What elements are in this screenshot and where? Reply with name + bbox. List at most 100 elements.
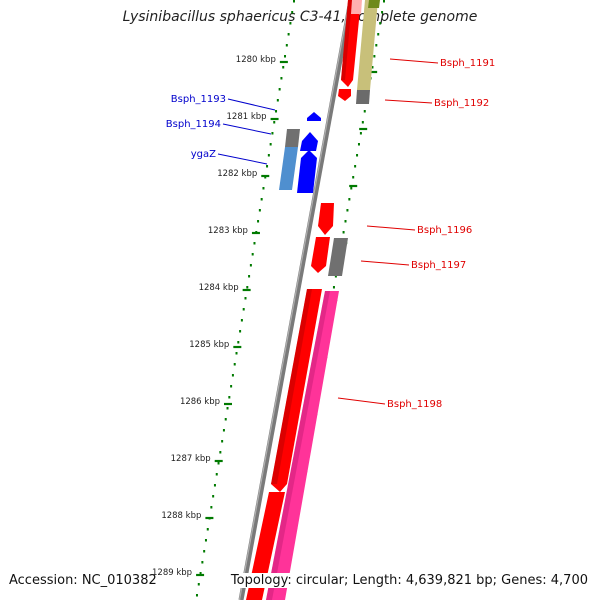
label-connector (389, 58, 439, 64)
gene-bsph-1191-shade (341, 0, 352, 80)
ruler-dot-left (242, 308, 245, 311)
ruler-dot-left (293, 0, 295, 3)
ruler-dot-left (210, 506, 213, 509)
ruler-dot-right (348, 198, 351, 201)
gene-label-bsph-1196[interactable]: Bsph_1196 (417, 225, 472, 236)
map-title: Lysinibacillus sphaericus C3-41, complet… (122, 9, 478, 25)
ruler-dot-right (361, 121, 364, 124)
ruler-dot-right (357, 143, 360, 146)
tick-label: 1285 kbp (189, 340, 229, 350)
gene-steel (279, 147, 298, 190)
ruler-dot-right (383, 0, 385, 3)
gene-pale-top (351, 0, 362, 14)
ruler-dot-left (260, 198, 263, 201)
ruler-dot-left (240, 319, 243, 322)
ruler-dot-right (342, 231, 345, 234)
gene-label-bsph-1193[interactable]: Bsph_1193 (171, 94, 226, 105)
ruler-dot-right (346, 209, 349, 212)
label-connector (227, 98, 276, 111)
ruler-dot-left (222, 429, 225, 432)
ruler-dot-left (197, 583, 200, 586)
ruler-dot-left (258, 209, 261, 212)
ruler-dot-left (257, 220, 260, 223)
gene-label-bsph-1198[interactable]: Bsph_1198 (387, 399, 442, 410)
gene-bsph-1194[interactable] (300, 132, 318, 151)
ruler-dot-left (264, 176, 267, 179)
tick-label: 1288 kbp (161, 511, 201, 521)
ruler-dot-left (246, 286, 249, 289)
ruler-dot-left (271, 132, 274, 135)
ruler-dot-left (251, 253, 254, 256)
ruler-dot-left (233, 363, 236, 366)
ruler-dot-left (289, 22, 292, 25)
tick-label: 1286 kbp (180, 397, 220, 407)
ruler-dot-left (226, 407, 229, 410)
gene-ygaz[interactable] (297, 150, 317, 193)
ruler-dot-right (377, 33, 380, 36)
ruler-dot-left (267, 154, 270, 157)
ruler-dot-left (276, 99, 279, 102)
ruler-dot-left (285, 44, 288, 47)
tick-label: 1284 kbp (199, 283, 239, 293)
ruler-dot-right (334, 275, 337, 278)
tick-label: 1289 kbp (152, 568, 192, 578)
gene-pink-shade (266, 291, 330, 600)
gene-label-bsph-1197[interactable]: Bsph_1197 (411, 260, 466, 271)
ruler-dot-right (344, 220, 347, 223)
ruler-dot-left (221, 440, 224, 443)
gene-olive-gray (356, 90, 370, 104)
gene-label-bsph-1194[interactable]: Bsph_1194 (166, 119, 221, 130)
gene-bsph-1197[interactable] (311, 237, 330, 273)
gene-labels: Bsph_1191 Bsph_1192 Bsph_1193 Bsph_1194 ygaZ… (166, 58, 495, 410)
ruler-dot-left (249, 264, 252, 267)
ruler-dot-left (273, 121, 276, 124)
ruler-dot-left (228, 396, 231, 399)
gene-bsph-1196[interactable] (318, 203, 334, 235)
ruler-dot-left (230, 385, 233, 388)
ruler-dot-left (253, 242, 256, 245)
ruler-dot-right (359, 132, 362, 135)
gene-olive-dark-top (368, 0, 380, 8)
tick-label: 1287 kbp (171, 454, 211, 464)
ruler-dot-left (212, 495, 215, 498)
ruler-dot-right (371, 66, 374, 69)
gene-steel-gray (285, 129, 300, 147)
gene-label-bsph-1192[interactable]: Bsph_1192 (434, 98, 489, 109)
tick-label: 1282 kbp (217, 169, 257, 179)
ruler-dot-right (350, 187, 353, 190)
ruler-dot-left (262, 187, 265, 190)
ruler-dot-left (203, 550, 206, 553)
backbone-line (238, 0, 354, 600)
ruler-dot-right (356, 154, 359, 157)
ruler-dot-left (291, 11, 294, 14)
ruler-dot-right (352, 176, 355, 179)
ruler-dot-left (275, 110, 278, 113)
ruler-dot-left (199, 572, 202, 575)
gene-label-bsph-1191[interactable]: Bsph_1191 (440, 58, 495, 69)
ruler-dot-left (266, 165, 269, 168)
label-connector (337, 397, 386, 405)
ruler-dot-left (204, 539, 207, 542)
ruler-dot-left (213, 484, 216, 487)
ruler-dot-left (217, 462, 220, 465)
ruler-dot-right (379, 22, 382, 25)
ruler-dot-left (235, 352, 238, 355)
tick-label: 1283 kbp (208, 226, 248, 236)
gene-bsph-1192[interactable] (338, 89, 351, 101)
accession-text: Accession: NC_010382 (9, 573, 157, 588)
ruler-dot-left (278, 88, 281, 91)
ruler-dot-left (219, 451, 222, 454)
label-connector (366, 225, 416, 231)
gene-pink-long (266, 291, 339, 600)
ruler-dot-left (195, 594, 198, 597)
gene-bsph-1198[interactable] (271, 289, 322, 492)
gene-bsph-1193[interactable] (307, 112, 321, 121)
ruler-dot-left (201, 561, 204, 564)
tick-label: 1280 kbp (236, 55, 276, 65)
gene-label-ygaz[interactable]: ygaZ (191, 149, 216, 160)
ruler-dot-left (282, 66, 285, 69)
label-connector (217, 153, 268, 165)
ruler-dot-right (381, 11, 384, 14)
ruler-dot-left (206, 528, 209, 531)
